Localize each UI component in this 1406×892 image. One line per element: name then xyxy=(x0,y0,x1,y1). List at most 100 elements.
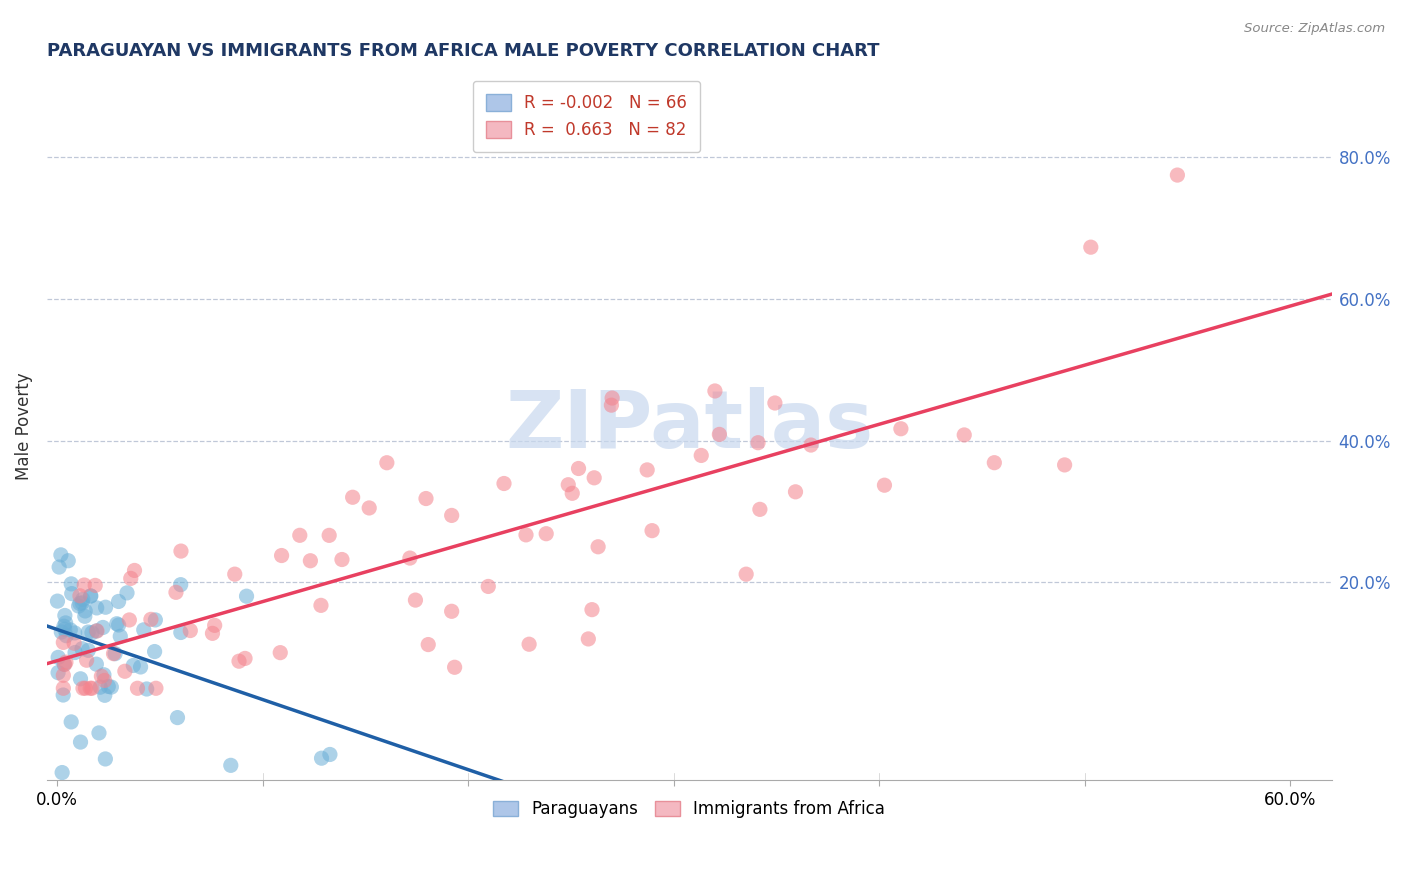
Point xyxy=(567,461,589,475)
Point xyxy=(93,673,115,688)
Point xyxy=(1080,240,1102,254)
Point xyxy=(73,578,96,592)
Point xyxy=(415,491,437,506)
Point xyxy=(51,625,73,640)
Point xyxy=(60,586,83,600)
Point xyxy=(118,613,141,627)
Point xyxy=(55,655,77,669)
Point xyxy=(53,622,76,636)
Point xyxy=(440,604,463,618)
Point xyxy=(319,747,342,762)
Point xyxy=(600,391,623,405)
Point xyxy=(235,589,257,603)
Point xyxy=(107,618,129,632)
Point xyxy=(641,524,664,538)
Point xyxy=(49,548,72,562)
Point xyxy=(165,585,187,599)
Point xyxy=(46,594,69,608)
Point xyxy=(63,646,86,660)
Point xyxy=(170,625,193,640)
Point xyxy=(311,751,333,765)
Point xyxy=(270,549,292,563)
Point xyxy=(785,484,807,499)
Point xyxy=(477,579,499,593)
Point xyxy=(53,608,76,623)
Point xyxy=(103,647,125,661)
Point xyxy=(748,502,770,516)
Point xyxy=(703,384,725,398)
Point xyxy=(534,526,557,541)
Point xyxy=(299,554,322,568)
Point xyxy=(84,578,107,592)
Point xyxy=(51,765,73,780)
Point xyxy=(87,726,110,740)
Point xyxy=(581,602,603,616)
Point xyxy=(359,500,381,515)
Point xyxy=(127,681,149,696)
Point xyxy=(763,396,786,410)
Point xyxy=(515,528,537,542)
Point xyxy=(46,650,69,665)
Point xyxy=(132,623,155,637)
Text: PARAGUAYAN VS IMMIGRANTS FROM AFRICA MALE POVERTY CORRELATION CHART: PARAGUAYAN VS IMMIGRANTS FROM AFRICA MAL… xyxy=(46,42,879,60)
Point xyxy=(330,552,353,566)
Point xyxy=(58,554,80,568)
Point xyxy=(561,486,583,500)
Point xyxy=(69,735,91,749)
Point xyxy=(104,647,127,661)
Point xyxy=(953,428,976,442)
Point xyxy=(135,681,157,696)
Point xyxy=(76,653,98,667)
Point xyxy=(105,616,128,631)
Point xyxy=(709,427,731,442)
Point xyxy=(73,609,96,624)
Point xyxy=(52,681,75,696)
Point xyxy=(690,449,713,463)
Point xyxy=(583,471,606,485)
Point xyxy=(440,508,463,523)
Point xyxy=(89,680,111,694)
Point xyxy=(94,752,117,766)
Point xyxy=(124,564,146,578)
Point xyxy=(79,681,101,696)
Point xyxy=(80,589,103,603)
Point xyxy=(72,592,94,607)
Point xyxy=(201,626,224,640)
Point xyxy=(86,624,108,638)
Point xyxy=(873,478,896,492)
Point xyxy=(342,490,364,504)
Point xyxy=(63,626,86,640)
Point xyxy=(800,438,823,452)
Point xyxy=(122,658,145,673)
Point xyxy=(404,593,426,607)
Point xyxy=(80,625,103,640)
Point xyxy=(53,657,76,672)
Point xyxy=(46,665,69,680)
Point xyxy=(1053,458,1076,472)
Point xyxy=(890,422,912,436)
Point xyxy=(77,643,100,657)
Point xyxy=(219,758,242,772)
Point xyxy=(228,654,250,668)
Point xyxy=(418,638,440,652)
Text: Source: ZipAtlas.com: Source: ZipAtlas.com xyxy=(1244,22,1385,36)
Point xyxy=(576,632,599,646)
Point xyxy=(77,625,100,640)
Point xyxy=(100,680,122,694)
Point xyxy=(94,600,117,615)
Point xyxy=(983,456,1005,470)
Point xyxy=(309,599,332,613)
Point xyxy=(48,560,70,574)
Text: ZIPatlas: ZIPatlas xyxy=(505,387,873,466)
Point xyxy=(443,660,465,674)
Point xyxy=(145,681,167,696)
Point xyxy=(166,710,188,724)
Point xyxy=(52,619,75,633)
Point xyxy=(170,544,193,558)
Point xyxy=(375,456,398,470)
Point xyxy=(69,597,91,611)
Point xyxy=(86,657,108,672)
Point xyxy=(59,623,82,637)
Point xyxy=(120,571,142,585)
Point xyxy=(492,476,515,491)
